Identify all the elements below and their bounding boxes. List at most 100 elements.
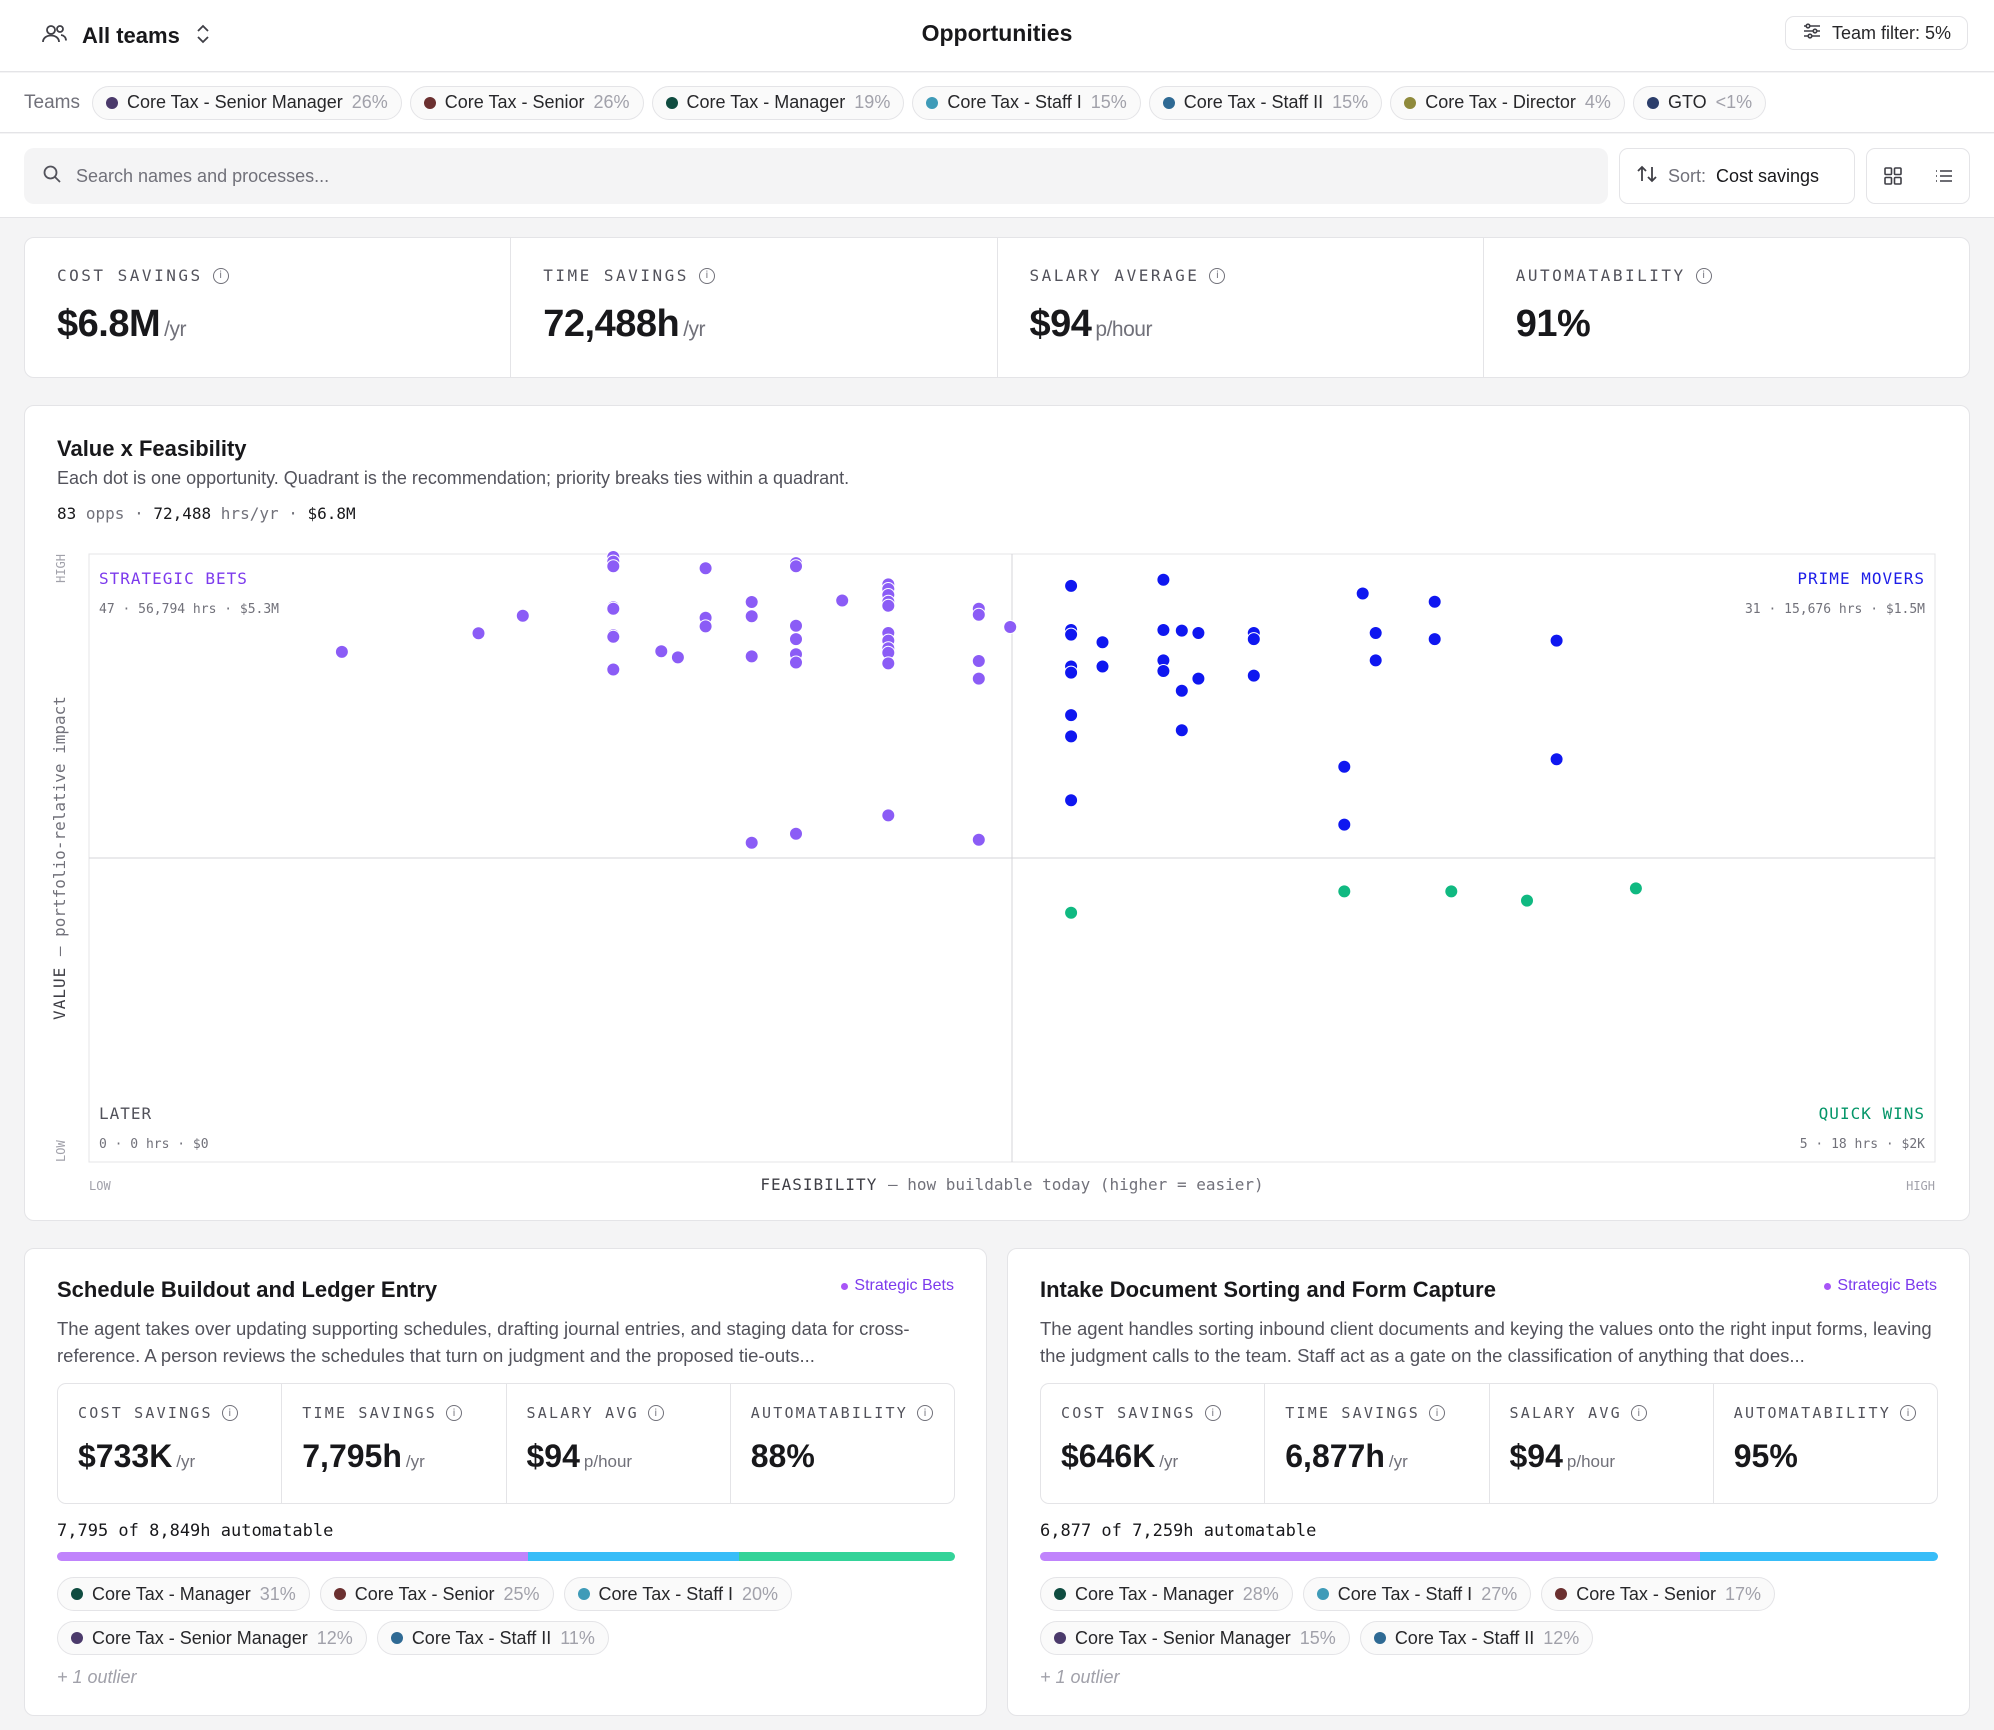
opportunity-dot[interactable] — [1549, 633, 1564, 648]
opportunity-dot[interactable] — [1095, 635, 1110, 650]
opportunity-dot[interactable] — [1520, 893, 1534, 908]
team-chip[interactable]: Core Tax - Senior 26% — [409, 85, 644, 120]
opportunity-dot[interactable] — [1444, 884, 1459, 899]
opportunity-dot[interactable] — [971, 832, 986, 847]
opportunity-dot[interactable] — [1156, 664, 1171, 678]
opportunity-dot[interactable] — [1191, 626, 1206, 640]
opportunity-dot[interactable] — [789, 826, 803, 841]
team-chip[interactable]: Core Tax - Director 4% — [1390, 85, 1625, 120]
opportunity-dot[interactable] — [1064, 793, 1079, 808]
opportunity-dot[interactable] — [1246, 632, 1261, 647]
opportunity-dot[interactable] — [334, 644, 349, 659]
opportunity-dot[interactable] — [1064, 627, 1079, 642]
team-chip[interactable]: Core Tax - Staff I 27% — [1302, 1577, 1532, 1611]
info-icon[interactable]: i — [1899, 1405, 1916, 1421]
team-chip[interactable]: Core Tax - Manager 28% — [1040, 1577, 1293, 1611]
opportunity-dot[interactable] — [1095, 659, 1110, 674]
team-filter-button[interactable]: Team filter: 5% — [1784, 16, 1968, 50]
opportunity-dot[interactable] — [698, 561, 713, 576]
opportunity-dot[interactable] — [1337, 817, 1352, 832]
team-chip[interactable]: Core Tax - Senior Manager 26% — [91, 85, 402, 120]
opportunity-dot[interactable] — [698, 619, 713, 634]
opportunity-dot[interactable] — [789, 632, 803, 647]
team-switcher[interactable]: All teams — [40, 16, 212, 56]
opportunity-dot[interactable] — [515, 608, 530, 623]
team-chip[interactable]: Core Tax - Staff I 20% — [563, 1577, 792, 1611]
opportunity-dot[interactable] — [1368, 626, 1383, 640]
opportunity-dot[interactable] — [1427, 594, 1442, 609]
opportunity-dot[interactable] — [1174, 723, 1189, 738]
opportunity-dot[interactable] — [1174, 683, 1189, 698]
opportunity-dot[interactable] — [1156, 572, 1171, 587]
opportunity-card[interactable]: Schedule Buildout and Ledger Entry Strate… — [24, 1248, 987, 1716]
team-chip[interactable]: Core Tax - Staff I 15% — [912, 85, 1141, 120]
opportunity-dot[interactable] — [471, 626, 486, 641]
opportunity-dot[interactable] — [1064, 905, 1079, 920]
opportunity-dot[interactable] — [606, 629, 621, 644]
list-view-button[interactable] — [1918, 149, 1969, 203]
opportunity-stat-key: AUTOMATABILITY i — [1734, 1404, 1917, 1422]
opportunity-dot[interactable] — [606, 662, 621, 677]
opportunity-dot[interactable] — [789, 559, 803, 574]
team-chip[interactable]: Core Tax - Senior Manager 12% — [57, 1621, 367, 1655]
opportunity-dot[interactable] — [606, 601, 621, 616]
opportunity-dot[interactable] — [744, 649, 759, 664]
info-icon[interactable]: i — [446, 1405, 463, 1421]
opportunity-dot[interactable] — [789, 655, 803, 670]
view-toggle — [1866, 148, 1970, 204]
search-input[interactable] — [76, 165, 1476, 187]
info-icon[interactable]: i — [647, 1405, 664, 1421]
opportunity-dot[interactable] — [971, 607, 986, 622]
opportunity-dot[interactable] — [606, 559, 621, 574]
opportunity-dot[interactable] — [1337, 884, 1352, 899]
info-icon[interactable]: i — [1204, 1405, 1221, 1421]
info-icon[interactable]: i — [212, 267, 229, 284]
opportunity-dot[interactable] — [670, 650, 685, 665]
opportunity-dot[interactable] — [1174, 623, 1189, 638]
opportunity-dot[interactable] — [744, 595, 759, 609]
opportunity-dot[interactable] — [744, 609, 759, 624]
opportunity-dot[interactable] — [1368, 653, 1383, 668]
opportunity-dot[interactable] — [1003, 620, 1018, 634]
opportunity-dot[interactable] — [881, 598, 896, 613]
team-chip[interactable]: Core Tax - Senior Manager 15% — [1040, 1621, 1350, 1655]
opportunity-dot[interactable] — [881, 656, 896, 671]
opportunity-dot[interactable] — [971, 671, 986, 686]
info-icon[interactable]: i — [221, 1405, 238, 1421]
team-chip[interactable]: Core Tax - Manager 19% — [651, 85, 905, 120]
opportunity-card[interactable]: Intake Document Sorting and Form Capture… — [1007, 1248, 1970, 1716]
sort-button[interactable]: Sort: Cost savings — [1619, 148, 1855, 204]
opportunity-dot[interactable] — [1628, 881, 1643, 896]
opportunity-dot[interactable] — [1549, 752, 1564, 767]
opportunity-dot[interactable] — [1355, 586, 1370, 601]
info-icon[interactable]: i — [698, 267, 715, 284]
info-icon[interactable]: i — [1695, 267, 1712, 284]
opportunity-dot[interactable] — [971, 654, 986, 668]
opportunity-dot[interactable] — [1064, 665, 1079, 680]
info-icon[interactable]: i — [1429, 1405, 1446, 1421]
opportunity-dot[interactable] — [1156, 623, 1171, 637]
info-icon[interactable]: i — [1630, 1405, 1647, 1421]
opportunity-dot[interactable] — [835, 593, 850, 608]
team-chip[interactable]: Core Tax - Manager 31% — [57, 1577, 310, 1611]
info-icon[interactable]: i — [916, 1405, 933, 1421]
opportunity-dot[interactable] — [1064, 708, 1079, 723]
info-icon[interactable]: i — [1209, 267, 1226, 284]
opportunity-dot[interactable] — [1191, 671, 1206, 686]
opportunity-dot[interactable] — [1064, 729, 1079, 744]
team-chip[interactable]: Core Tax - Staff II 12% — [1359, 1621, 1594, 1655]
opportunity-dot[interactable] — [1064, 578, 1079, 593]
opportunity-dot[interactable] — [1337, 759, 1352, 774]
opportunity-dot[interactable] — [1427, 632, 1442, 647]
opportunity-dot[interactable] — [881, 808, 896, 823]
team-chip[interactable]: Core Tax - Senior 17% — [1541, 1577, 1775, 1611]
opportunity-dot[interactable] — [654, 644, 669, 659]
team-chip[interactable]: Core Tax - Staff II 11% — [376, 1621, 609, 1655]
grid-view-button[interactable] — [1867, 149, 1918, 203]
team-chip[interactable]: Core Tax - Senior 25% — [319, 1577, 554, 1611]
opportunity-dot[interactable] — [789, 618, 803, 633]
opportunity-dot[interactable] — [744, 835, 759, 850]
team-chip[interactable]: GTO <1% — [1632, 85, 1767, 120]
team-chip[interactable]: Core Tax - Staff II 15% — [1148, 85, 1383, 120]
opportunity-dot[interactable] — [1246, 668, 1261, 683]
